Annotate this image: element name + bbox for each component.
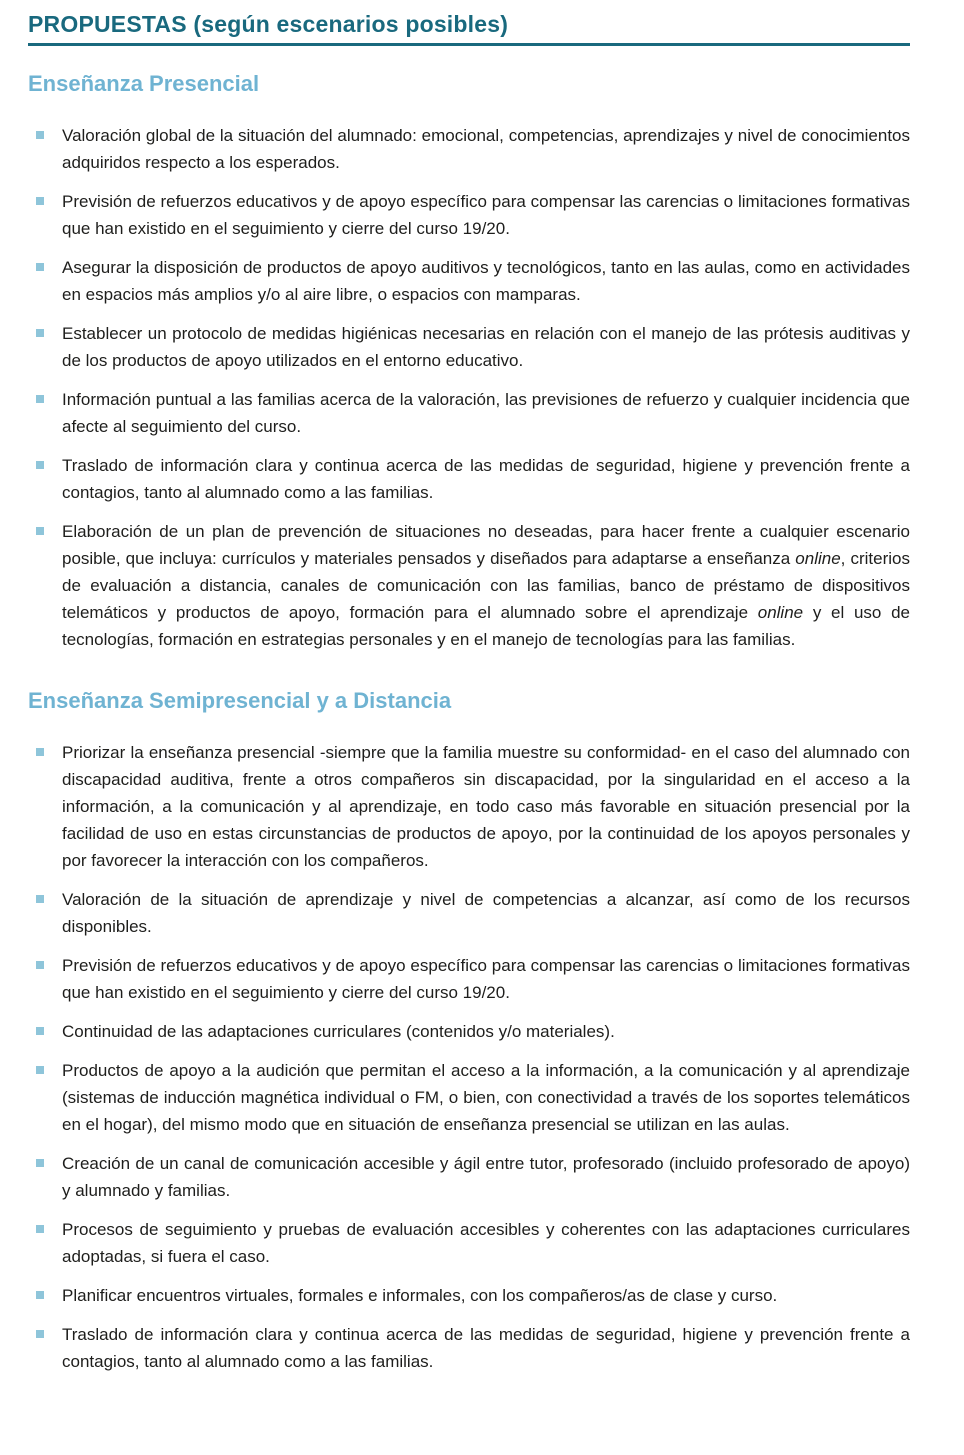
bullet-item: Traslado de información clara y continua… [28,1321,910,1375]
bullet-text: Establecer un protocolo de medidas higié… [62,324,910,370]
bullet-item: Previsión de refuerzos educativos y de a… [28,188,910,242]
bullet-text: Elaboración de un plan de prevención de … [62,522,910,649]
bullet-item: Valoración global de la situación del al… [28,122,910,176]
bullet-item: Información puntual a las familias acerc… [28,386,910,440]
bullet-text: Productos de apoyo a la audición que per… [62,1061,910,1134]
bullet-square-icon [36,461,44,469]
section-heading: Enseñanza Presencial [28,71,260,96]
bullet-square-icon [36,329,44,337]
bullet-text: Traslado de información clara y continua… [62,456,910,502]
bullet-text: Información puntual a las familias acerc… [62,390,910,436]
bullet-text: Traslado de información clara y continua… [62,1325,910,1371]
bullet-square-icon [36,1027,44,1035]
bullet-square-icon [36,748,44,756]
bullet-item: Elaboración de un plan de prevención de … [28,518,910,653]
page-title: PROPUESTAS (según escenarios posibles) [28,11,509,37]
bullet-square-icon [36,131,44,139]
bullet-square-icon [36,1066,44,1074]
bullet-square-icon [36,197,44,205]
bullet-square-icon [36,395,44,403]
bullet-square-icon [36,1159,44,1167]
bullet-text: Previsión de refuerzos educativos y de a… [62,956,910,1002]
bullet-square-icon [36,895,44,903]
bullet-square-icon [36,527,44,535]
bullet-item: Traslado de información clara y continua… [28,452,910,506]
bullet-list: Priorizar la enseñanza presencial -siemp… [28,739,910,1375]
bullet-text: Valoración de la situación de aprendizaj… [62,890,910,936]
bullet-item: Valoración de la situación de aprendizaj… [28,886,910,940]
bullet-item: Planificar encuentros virtuales, formale… [28,1282,910,1309]
bullet-item: Productos de apoyo a la audición que per… [28,1057,910,1138]
bullet-item: Priorizar la enseñanza presencial -siemp… [28,739,910,874]
section-heading: Enseñanza Semipresencial y a Distancia [28,688,452,713]
bullet-list: Valoración global de la situación del al… [28,122,910,653]
bullet-text: Previsión de refuerzos educativos y de a… [62,192,910,238]
bullet-text: Priorizar la enseñanza presencial -siemp… [62,743,910,870]
bullet-item: Procesos de seguimiento y pruebas de eva… [28,1216,910,1270]
bullet-text: Valoración global de la situación del al… [62,126,910,172]
bullet-square-icon [36,263,44,271]
bullet-text: Procesos de seguimiento y pruebas de eva… [62,1220,910,1266]
bullet-square-icon [36,1225,44,1233]
document-header: PROPUESTAS (según escenarios posibles) [28,10,910,46]
bullet-item: Creación de un canal de comunicación acc… [28,1150,910,1204]
bullet-square-icon [36,961,44,969]
bullet-text: Creación de un canal de comunicación acc… [62,1154,910,1200]
title-divider [28,43,910,46]
bullet-text: Asegurar la disposición de productos de … [62,258,910,304]
document-body: Enseñanza Presencial Valoración global de… [28,70,910,1375]
bullet-square-icon [36,1330,44,1338]
bullet-item: Establecer un protocolo de medidas higié… [28,320,910,374]
bullet-item: Continuidad de las adaptaciones curricul… [28,1018,910,1045]
bullet-text: Planificar encuentros virtuales, formale… [62,1286,778,1305]
bullet-text: Continuidad de las adaptaciones curricul… [62,1022,615,1041]
bullet-item: Previsión de refuerzos educativos y de a… [28,952,910,1006]
bullet-square-icon [36,1291,44,1299]
bullet-item: Asegurar la disposición de productos de … [28,254,910,308]
